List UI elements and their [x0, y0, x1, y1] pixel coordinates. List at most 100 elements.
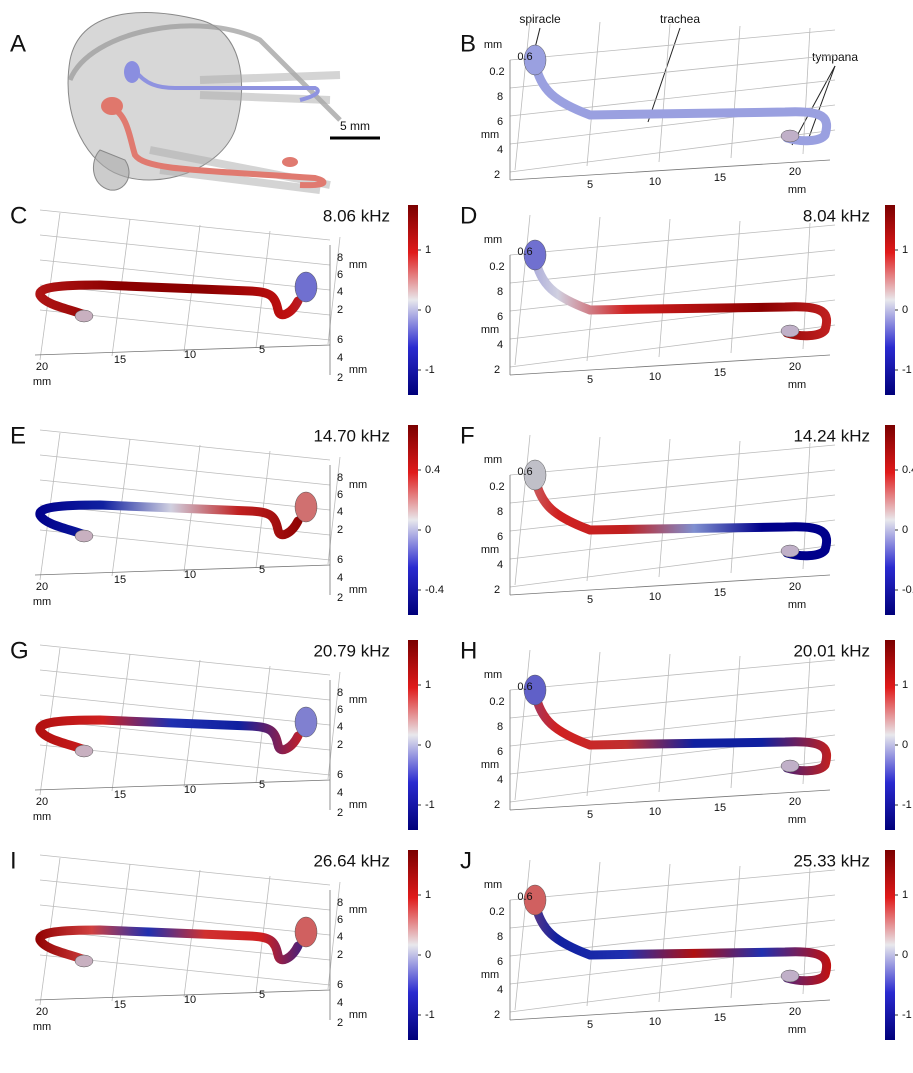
colorbar	[408, 850, 418, 1040]
axis-label: 4	[497, 559, 503, 571]
panel-letter: C	[10, 202, 27, 229]
axis-label: 2	[337, 739, 343, 751]
axis-label: 6	[337, 979, 343, 991]
grid-line	[586, 651, 601, 797]
grid-line	[509, 684, 836, 719]
grid-line	[39, 454, 331, 486]
colorbar	[885, 850, 895, 1040]
grid-line	[39, 854, 331, 886]
axis-label: 5	[587, 374, 593, 386]
grid-line	[586, 436, 601, 582]
panel-letter: H	[460, 637, 477, 664]
colorbar	[408, 640, 418, 830]
axis-label: 8	[337, 897, 343, 909]
axis-label: 8	[337, 472, 343, 484]
axis-label: 0.2	[489, 261, 504, 273]
axis-label: mm	[481, 324, 499, 336]
axis-label: 5	[587, 809, 593, 821]
colorbar-label: 0	[902, 524, 908, 536]
antenna	[67, 23, 342, 122]
axis-label: 10	[184, 349, 196, 361]
colorbar	[885, 640, 895, 830]
axis-label: 6	[337, 334, 343, 346]
grid	[34, 854, 341, 1020]
colorbar-label: -0.4	[902, 584, 913, 596]
axis-line	[509, 574, 831, 596]
axis-label: 8	[337, 252, 343, 264]
axis-label: mm	[349, 799, 367, 811]
colorbar-label: 0	[425, 949, 431, 961]
axis-label: 10	[184, 994, 196, 1006]
axis-label: 5	[259, 989, 265, 1001]
axis-label: 15	[114, 999, 126, 1011]
axis-label: mm	[484, 669, 502, 681]
colorbar-label: -1	[425, 364, 435, 376]
panel-letter: D	[460, 202, 477, 229]
axis-label: 2	[337, 304, 343, 316]
axis-label: 15	[714, 802, 726, 814]
axis-label: 8	[497, 91, 503, 103]
axis-label: 0.6	[517, 466, 532, 478]
axis-label: 15	[714, 1012, 726, 1024]
axis-label: 5	[259, 344, 265, 356]
grid-line	[39, 429, 331, 461]
grid-line	[509, 969, 836, 1013]
colorbar-label: 1	[425, 679, 431, 691]
axis-label: mm	[349, 694, 367, 706]
axis-label: 2	[337, 592, 343, 604]
axis-label: 5	[587, 594, 593, 606]
axis-label: 6	[337, 489, 343, 501]
grid-line	[509, 894, 836, 929]
axis-label: 2	[494, 1009, 500, 1021]
panel-letter: E	[10, 422, 26, 449]
axis-label: 4	[337, 787, 343, 799]
grid-line	[514, 649, 531, 801]
axis-label: mm	[481, 129, 499, 141]
colorbar	[408, 425, 418, 615]
spiracle	[294, 706, 318, 738]
colorbar-label: 0.4	[902, 464, 913, 476]
panel-letter: F	[460, 422, 475, 449]
axis-label: mm	[481, 969, 499, 981]
colorbar-label: 1	[902, 679, 908, 691]
colorbar-label: -1	[902, 1009, 912, 1021]
axis-label: 20	[36, 581, 48, 593]
axis-label: 15	[114, 789, 126, 801]
colorbar-label: -1	[902, 364, 912, 376]
axis-label: 5	[259, 779, 265, 791]
colorbar-label: -0.4	[425, 584, 444, 596]
grid-line	[509, 759, 836, 803]
panel: A	[10, 30, 26, 57]
axis-label: 6	[497, 311, 503, 323]
axis-label: 8	[497, 721, 503, 733]
frequency: 25.33 kHz	[793, 851, 870, 870]
axis-label: 6	[337, 704, 343, 716]
scale-bar-label: 5 mm	[340, 119, 370, 133]
axis-line	[34, 779, 331, 791]
axis-label: 6	[337, 269, 343, 281]
tympanum	[780, 759, 800, 773]
tympanum	[780, 324, 800, 338]
frequency: 26.64 kHz	[313, 851, 390, 870]
grid-line	[39, 904, 331, 936]
spiracle	[523, 674, 547, 706]
leg	[149, 71, 341, 194]
axis-label: 20	[789, 166, 801, 178]
axis-label: 6	[497, 116, 503, 128]
annotation-leaders	[531, 27, 836, 146]
axis-label: mm	[33, 811, 51, 823]
grid	[509, 859, 836, 1021]
tympanum	[74, 529, 94, 543]
trachea	[530, 252, 832, 341]
axis-label: 2	[494, 169, 500, 181]
tympanum	[74, 744, 94, 758]
leader	[647, 27, 681, 123]
grid-line	[509, 869, 836, 901]
axis-label: 15	[114, 354, 126, 366]
axis-label: mm	[349, 479, 367, 491]
trachea	[35, 925, 303, 965]
trachea	[530, 687, 832, 776]
spiracle	[294, 916, 318, 948]
